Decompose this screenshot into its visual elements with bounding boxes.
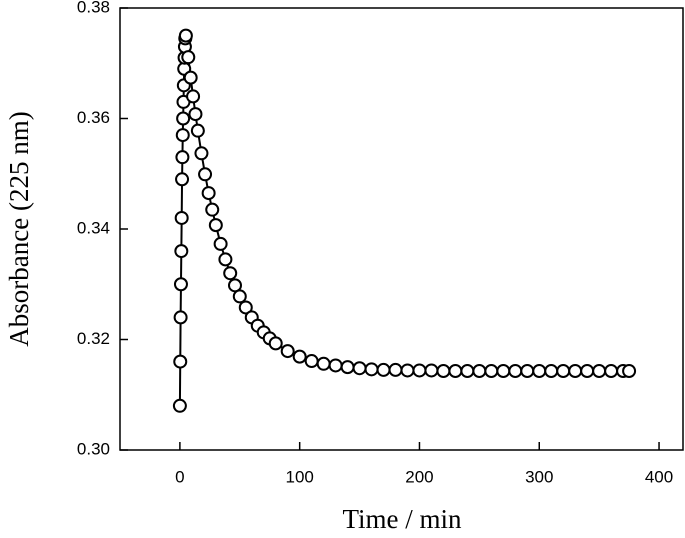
x-tick-label: 400 xyxy=(645,467,673,486)
data-point xyxy=(176,111,191,126)
y-tick-label: 0.36 xyxy=(77,108,110,127)
data-point xyxy=(213,236,228,251)
data-point xyxy=(292,349,307,364)
data-point xyxy=(580,363,595,378)
data-point xyxy=(190,123,205,138)
data-point xyxy=(472,363,487,378)
x-axis-title: Time / min xyxy=(342,504,462,534)
plot-frame xyxy=(119,7,684,451)
data-point xyxy=(238,300,253,315)
data-point xyxy=(352,361,367,376)
data-point xyxy=(174,210,189,225)
data-point xyxy=(208,218,223,233)
data-point xyxy=(175,172,190,187)
x-tick-label: 100 xyxy=(285,467,313,486)
data-point xyxy=(364,362,379,377)
data-point xyxy=(218,252,233,267)
data-point xyxy=(172,398,187,413)
data-point xyxy=(316,356,331,371)
data-point xyxy=(448,363,463,378)
data-point xyxy=(198,167,213,182)
data-point xyxy=(188,107,203,122)
data-point xyxy=(376,362,391,377)
data-point xyxy=(388,362,403,377)
data-point xyxy=(592,363,607,378)
data-point xyxy=(173,277,188,292)
data-point xyxy=(508,363,523,378)
data-point xyxy=(173,354,188,369)
data-point xyxy=(186,89,201,104)
data-point xyxy=(340,360,355,375)
data-point xyxy=(520,363,535,378)
data-point xyxy=(496,363,511,378)
data-point xyxy=(412,363,427,378)
data-point xyxy=(604,363,619,378)
data-point xyxy=(568,363,583,378)
data-point xyxy=(174,244,189,259)
data-point xyxy=(436,363,451,378)
data-point xyxy=(201,186,216,201)
x-tick-label: 300 xyxy=(525,467,553,486)
data-point xyxy=(532,363,547,378)
x-tick-label: 0 xyxy=(175,467,184,486)
data-point xyxy=(460,363,475,378)
data-point xyxy=(223,266,238,281)
data-point xyxy=(304,354,319,369)
data-point xyxy=(556,363,571,378)
y-tick-label: 0.32 xyxy=(77,329,110,348)
data-line xyxy=(178,35,630,406)
data-point xyxy=(484,363,499,378)
data-point xyxy=(183,70,198,85)
y-tick-label: 0.30 xyxy=(77,439,110,458)
data-point xyxy=(173,310,188,325)
y-axis-title: Absorbance (225 nm) xyxy=(4,111,34,346)
data-point xyxy=(544,363,559,378)
data-point xyxy=(175,150,190,165)
y-tick-label: 0.34 xyxy=(77,218,110,237)
data-point xyxy=(424,363,439,378)
data-point xyxy=(400,363,415,378)
x-tick-label: 200 xyxy=(405,467,433,486)
data-point xyxy=(181,50,196,65)
data-point xyxy=(280,344,295,359)
data-point xyxy=(178,28,193,43)
y-tick-label: 0.38 xyxy=(77,0,110,16)
data-point xyxy=(622,363,637,378)
data-point xyxy=(205,202,220,217)
data-point xyxy=(268,336,283,351)
data-point xyxy=(232,289,247,304)
data-point xyxy=(175,128,190,143)
data-point xyxy=(328,358,343,373)
data-point xyxy=(194,146,209,161)
